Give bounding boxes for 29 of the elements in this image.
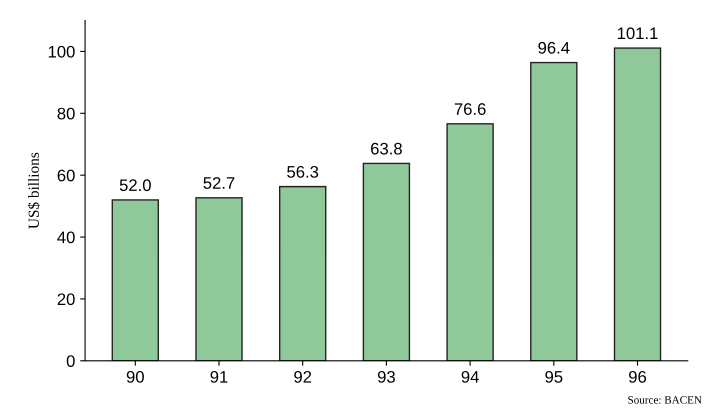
y-tick-label: 80 bbox=[58, 108, 75, 120]
x-tick-label: 90 bbox=[126, 370, 144, 383]
x-tick-label: 91 bbox=[210, 370, 228, 383]
y-tick-label: 40 bbox=[57, 231, 75, 244]
y-tick-label: 0 bbox=[66, 355, 75, 368]
data-label: 101.1 bbox=[618, 27, 658, 40]
bar bbox=[530, 62, 578, 361]
bar bbox=[278, 186, 326, 361]
data-label: 96.4 bbox=[538, 42, 570, 54]
source-note: Source: BACEN bbox=[628, 396, 702, 404]
y-tick-label: 100 bbox=[48, 46, 75, 58]
y-tick-label: 20 bbox=[58, 293, 75, 306]
bar bbox=[614, 47, 662, 361]
bar bbox=[195, 197, 243, 361]
data-label: 56.3 bbox=[287, 166, 318, 178]
x-tick-label: 96 bbox=[629, 370, 646, 383]
data-label: 52.0 bbox=[120, 179, 151, 192]
x-tick-label: 93 bbox=[378, 370, 395, 383]
bar bbox=[362, 162, 410, 361]
x-tick-label: 94 bbox=[462, 370, 479, 383]
bar bbox=[112, 199, 160, 361]
data-label: 52.7 bbox=[203, 177, 234, 189]
bar bbox=[446, 123, 494, 361]
y-axis-title: US$ billions bbox=[28, 152, 40, 229]
data-label: 76.6 bbox=[454, 103, 486, 115]
y-tick-label: 60 bbox=[58, 170, 75, 182]
data-label: 63.8 bbox=[371, 142, 402, 155]
x-tick-label: 95 bbox=[545, 370, 562, 383]
x-tick-label: 92 bbox=[294, 370, 312, 383]
